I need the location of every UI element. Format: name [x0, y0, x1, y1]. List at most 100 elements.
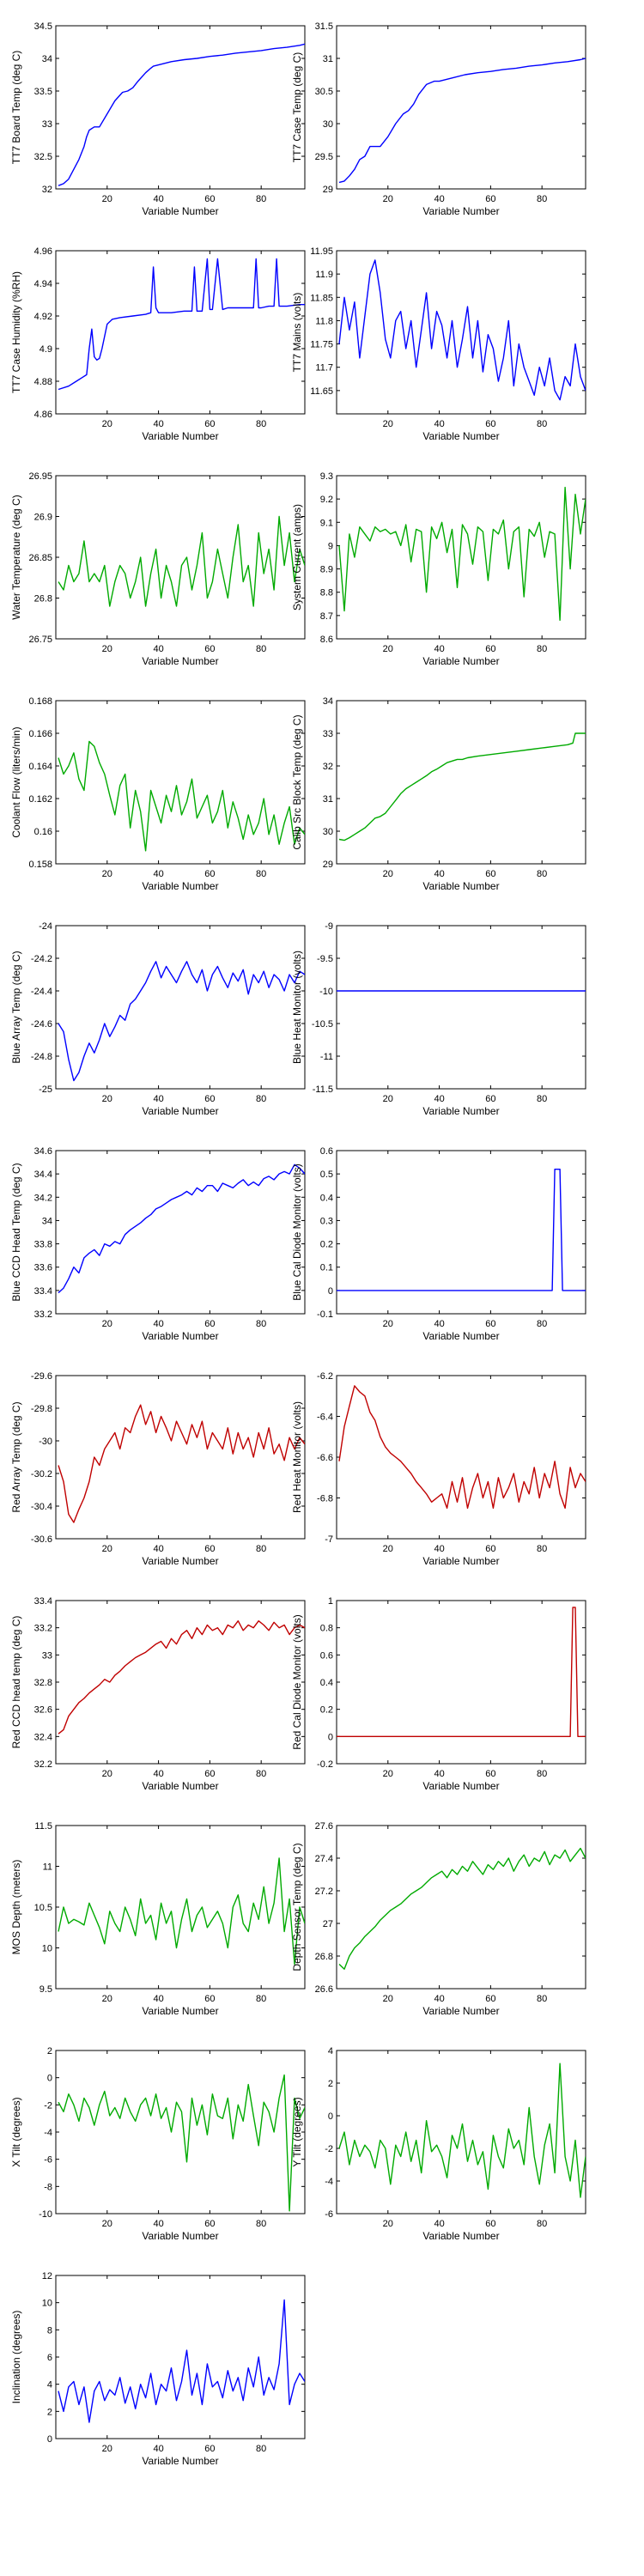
y-tick-label: -10 — [319, 987, 333, 997]
x-tick-label: 20 — [102, 1994, 112, 2004]
y-tick-label: 11.8 — [315, 316, 333, 326]
y-tick-label: 32 — [323, 762, 333, 772]
x-tick-label: 20 — [383, 869, 393, 879]
y-tick-label: -24.2 — [31, 954, 52, 964]
x-tick-label: 80 — [256, 644, 266, 654]
y-tick-label: 4 — [328, 2046, 333, 2057]
y-tick-label: 33.4 — [34, 1596, 52, 1607]
plot-frame — [55, 2275, 306, 2439]
series-line — [58, 2074, 305, 2212]
series-line — [58, 1857, 305, 1965]
series-line — [58, 961, 305, 1082]
y-tick-label: 11.7 — [315, 363, 333, 374]
y-tick-label: 0.2 — [320, 1240, 333, 1250]
x-axis-label: Variable Number — [422, 2005, 499, 2017]
y-tick-label: 26.9 — [34, 513, 52, 523]
y-tick-label: 26.8 — [315, 1952, 333, 1962]
x-tick-label: 60 — [485, 1769, 495, 1779]
y-tick-label: -11.5 — [313, 1084, 333, 1095]
y-tick-label: 27.4 — [315, 1854, 333, 1864]
y-tick-label: 0 — [47, 2074, 52, 2084]
y-tick-label: 34 — [323, 696, 333, 707]
plot-frame — [336, 925, 586, 1090]
y-tick-label: -7 — [325, 1534, 333, 1545]
x-axis-label: Variable Number — [422, 430, 499, 442]
plot-frame — [55, 1375, 306, 1540]
y-tick-label: 29 — [323, 185, 333, 195]
y-tick-label: -30.4 — [31, 1502, 52, 1512]
y-tick-label: 0.166 — [28, 729, 52, 739]
y-tick-label: -30.2 — [31, 1469, 52, 1479]
y-tick-label: 10.5 — [34, 1903, 52, 1913]
y-tick-label: -6 — [325, 2209, 333, 2220]
y-tick-label: 10 — [42, 1944, 52, 1954]
x-tick-label: 20 — [102, 1544, 112, 1554]
x-tick-label: 20 — [102, 1094, 112, 1104]
x-tick-label: 20 — [383, 644, 393, 654]
y-tick-label: 0.1 — [320, 1263, 333, 1273]
y-tick-label: -10.5 — [312, 1019, 333, 1030]
x-axis-label: Variable Number — [142, 880, 218, 892]
x-tick-label: 40 — [153, 1769, 163, 1779]
y-tick-label: -29.6 — [31, 1371, 52, 1382]
y-axis-label: MOS Depth (meters) — [10, 1860, 22, 1955]
x-tick-label: 20 — [102, 644, 112, 654]
y-axis-label: System Current (amps) — [291, 504, 303, 611]
y-tick-label: 31 — [323, 794, 333, 805]
y-tick-label: 26.85 — [28, 553, 52, 563]
x-axis-label: Variable Number — [422, 1780, 499, 1792]
y-tick-label: 0 — [328, 1732, 333, 1742]
x-tick-label: 40 — [434, 644, 444, 654]
y-tick-label: 11.85 — [310, 293, 333, 303]
y-tick-label: -6.8 — [317, 1494, 333, 1504]
y-tick-label: 33.4 — [34, 1286, 52, 1297]
y-axis-label: Depth Sensor Temp (deg C) — [291, 1843, 303, 1971]
y-tick-label: 4.92 — [34, 312, 52, 322]
y-tick-label: 2 — [47, 2407, 52, 2417]
y-tick-label: 6 — [47, 2353, 52, 2363]
x-tick-label: 40 — [434, 1319, 444, 1329]
x-tick-label: 60 — [485, 419, 495, 429]
y-tick-label: 10 — [42, 2299, 52, 2309]
y-tick-label: -30.6 — [31, 1534, 52, 1545]
x-tick-label: 60 — [485, 1094, 495, 1104]
y-tick-label: 26.6 — [315, 1984, 333, 1995]
x-tick-label: 80 — [256, 1769, 266, 1779]
x-tick-label: 20 — [102, 2444, 112, 2454]
series-line — [338, 2063, 586, 2198]
y-axis-label: TT7 Board Temp (deg C) — [10, 51, 22, 165]
y-tick-label: 29.5 — [315, 152, 333, 162]
x-tick-label: 20 — [383, 1994, 393, 2004]
x-axis-label: Variable Number — [422, 655, 499, 667]
y-tick-label: 0.4 — [320, 1678, 333, 1688]
x-tick-label: 20 — [383, 1094, 393, 1104]
y-tick-label: -6.4 — [317, 1413, 333, 1423]
y-tick-label: -9.5 — [317, 954, 333, 964]
x-tick-label: 60 — [485, 2219, 495, 2229]
y-tick-label: 27.6 — [315, 1821, 333, 1832]
x-tick-label: 60 — [204, 1319, 215, 1329]
y-tick-label: -25 — [39, 1084, 52, 1095]
plot-frame — [55, 1150, 306, 1315]
series-line — [58, 1163, 305, 1294]
series-line — [337, 1168, 586, 1291]
y-tick-label: 27 — [323, 1919, 333, 1929]
x-tick-label: 40 — [434, 1769, 444, 1779]
series-line — [58, 43, 305, 186]
x-tick-label: 20 — [383, 1769, 393, 1779]
y-tick-label: 32 — [42, 185, 52, 195]
plot-frame — [336, 1150, 586, 1315]
y-tick-label: 0.5 — [320, 1170, 333, 1180]
x-tick-label: 60 — [485, 869, 495, 879]
y-tick-label: 26.95 — [28, 471, 52, 482]
y-tick-label: 2 — [328, 2079, 333, 2089]
